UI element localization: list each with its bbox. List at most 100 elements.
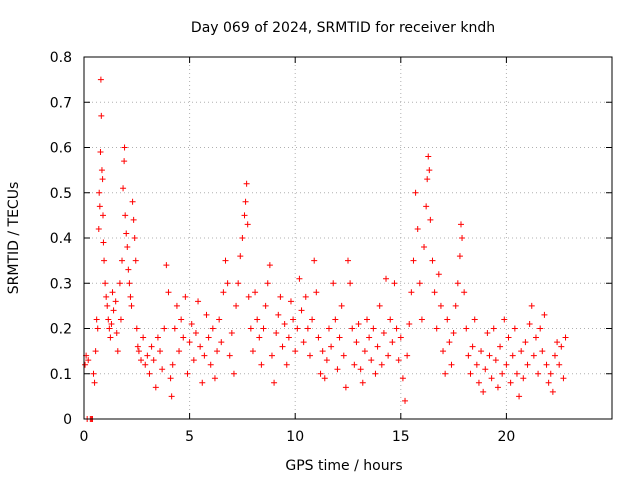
x-tick-label: 5	[185, 429, 194, 445]
data-point	[376, 302, 383, 309]
y-tick-label: 0.4	[50, 231, 72, 247]
data-point	[94, 325, 101, 332]
x-axis-label: GPS time / hours	[285, 458, 402, 474]
data-point	[192, 330, 199, 337]
data-point	[473, 361, 480, 368]
data-point	[184, 370, 191, 377]
data-point	[319, 348, 326, 355]
data-point	[105, 316, 112, 323]
data-point	[277, 293, 284, 300]
data-point	[513, 370, 520, 377]
data-point	[342, 384, 349, 391]
data-point	[266, 262, 273, 269]
grid-lines	[83, 56, 612, 420]
data-point	[268, 352, 275, 359]
data-point	[135, 348, 142, 355]
data-point	[364, 316, 371, 323]
data-point	[426, 167, 433, 174]
data-point	[230, 370, 237, 377]
data-point	[446, 339, 453, 346]
data-point	[402, 397, 409, 404]
data-point	[431, 289, 438, 296]
data-point	[459, 235, 466, 241]
data-point	[503, 361, 510, 368]
y-tick-label: 0.6	[50, 141, 72, 157]
data-point	[349, 325, 356, 332]
x-tick-label: 15	[392, 429, 410, 445]
data-point	[355, 320, 362, 327]
data-point	[389, 339, 396, 346]
data-point	[214, 348, 221, 355]
data-point	[233, 302, 240, 309]
data-point	[97, 149, 104, 156]
data-point	[96, 189, 103, 196]
data-point	[471, 316, 478, 323]
data-point	[298, 307, 305, 314]
data-point	[457, 221, 464, 228]
data-point	[252, 289, 259, 296]
data-point	[133, 325, 140, 332]
data-point	[501, 316, 508, 323]
data-point	[228, 330, 235, 337]
data-point	[239, 235, 246, 241]
data-point	[328, 343, 335, 350]
data-point	[168, 393, 175, 400]
data-point	[378, 361, 385, 368]
data-point	[345, 257, 351, 264]
data-point	[509, 352, 516, 359]
data-point	[494, 384, 501, 391]
data-point	[120, 185, 127, 192]
data-point	[486, 352, 493, 359]
data-point	[313, 289, 320, 296]
data-point	[249, 348, 256, 355]
data-point	[195, 298, 202, 305]
data-point	[275, 311, 282, 318]
data-point	[106, 325, 113, 332]
data-point	[551, 352, 558, 359]
data-point	[117, 316, 124, 323]
data-point	[244, 221, 251, 228]
data-point	[130, 216, 137, 223]
data-point	[558, 343, 565, 350]
data-point	[524, 361, 531, 368]
data-point	[226, 352, 233, 359]
data-point	[543, 361, 550, 368]
data-point	[218, 339, 225, 346]
data-point	[110, 307, 117, 314]
data-point	[383, 275, 390, 282]
data-point	[325, 325, 332, 332]
data-point	[152, 384, 159, 391]
data-point	[241, 212, 248, 219]
data-point	[146, 370, 153, 377]
data-point	[100, 239, 107, 246]
data-point	[122, 212, 129, 219]
y-tick-label: 0.3	[50, 276, 72, 292]
data-point	[518, 348, 525, 355]
data-point	[207, 361, 214, 368]
data-point	[294, 325, 301, 332]
data-point	[522, 339, 529, 346]
data-point	[304, 325, 311, 332]
data-point	[414, 225, 421, 232]
data-point	[260, 325, 267, 332]
data-point	[197, 343, 204, 350]
data-point	[465, 352, 472, 359]
y-tick-label: 0.2	[50, 322, 72, 338]
data-point	[171, 325, 178, 332]
data-point	[220, 289, 227, 296]
data-point	[311, 257, 318, 264]
data-point	[95, 225, 102, 232]
data-point	[150, 357, 157, 364]
data-point	[97, 76, 104, 83]
data-point	[499, 370, 506, 377]
data-point	[186, 339, 193, 346]
data-point	[539, 348, 546, 355]
data-point	[404, 352, 411, 359]
data-point	[134, 343, 141, 350]
data-point	[262, 302, 269, 309]
axis-ticks: 0 5 10 15 20 0 0.1 0.2 0.3 0.4 0.5 0.6 0.7 0.8	[50, 50, 612, 445]
data-point	[421, 244, 428, 251]
data-point	[182, 293, 189, 300]
data-point	[338, 302, 345, 309]
